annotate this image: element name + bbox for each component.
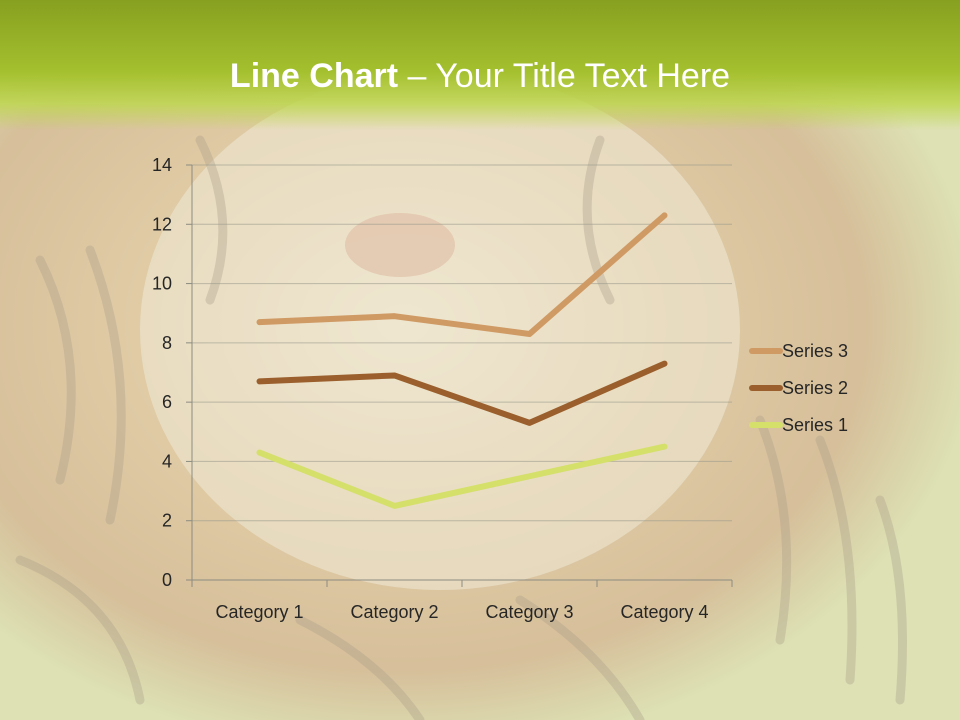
y-tick-label: 14	[152, 155, 172, 175]
title-bold-part: Line Chart	[229, 57, 399, 95]
legend: Series 3 Series 2 Series 1	[749, 341, 848, 435]
y-tick-label: 0	[162, 570, 172, 590]
y-tick-label: 10	[152, 274, 172, 294]
x-axis-tick-labels: Category 1 Category 2 Category 3 Category 4	[215, 602, 708, 622]
y-tick-label: 8	[162, 333, 172, 353]
legend-label: Series 2	[782, 378, 848, 398]
y-axis-tick-labels: 0 2 4 6 8 10 12 14	[152, 155, 172, 590]
axes	[186, 164, 733, 587]
title-rest: Your Title Text Here	[435, 57, 731, 95]
legend-label: Series 1	[782, 415, 848, 435]
y-tick-label: 12	[152, 214, 172, 234]
series-line-2	[256, 360, 668, 426]
y-tick-label: 6	[162, 392, 172, 412]
x-tick-label: Category 4	[620, 602, 708, 622]
series-line-3	[256, 212, 668, 337]
x-tick-label: Category 1	[215, 602, 303, 622]
y-tick-label: 2	[162, 511, 172, 531]
gridlines	[192, 164, 732, 522]
legend-label: Series 3	[782, 341, 848, 361]
y-tick-label: 4	[162, 451, 172, 471]
series-lines	[256, 212, 668, 509]
series-line-1	[256, 443, 668, 509]
x-tick-label: Category 3	[485, 602, 573, 622]
title-band	[0, 0, 960, 130]
slide-title: Line Chart – Your Title Text Here	[0, 54, 960, 98]
title-dash: –	[398, 57, 436, 95]
x-tick-label: Category 2	[350, 602, 438, 622]
